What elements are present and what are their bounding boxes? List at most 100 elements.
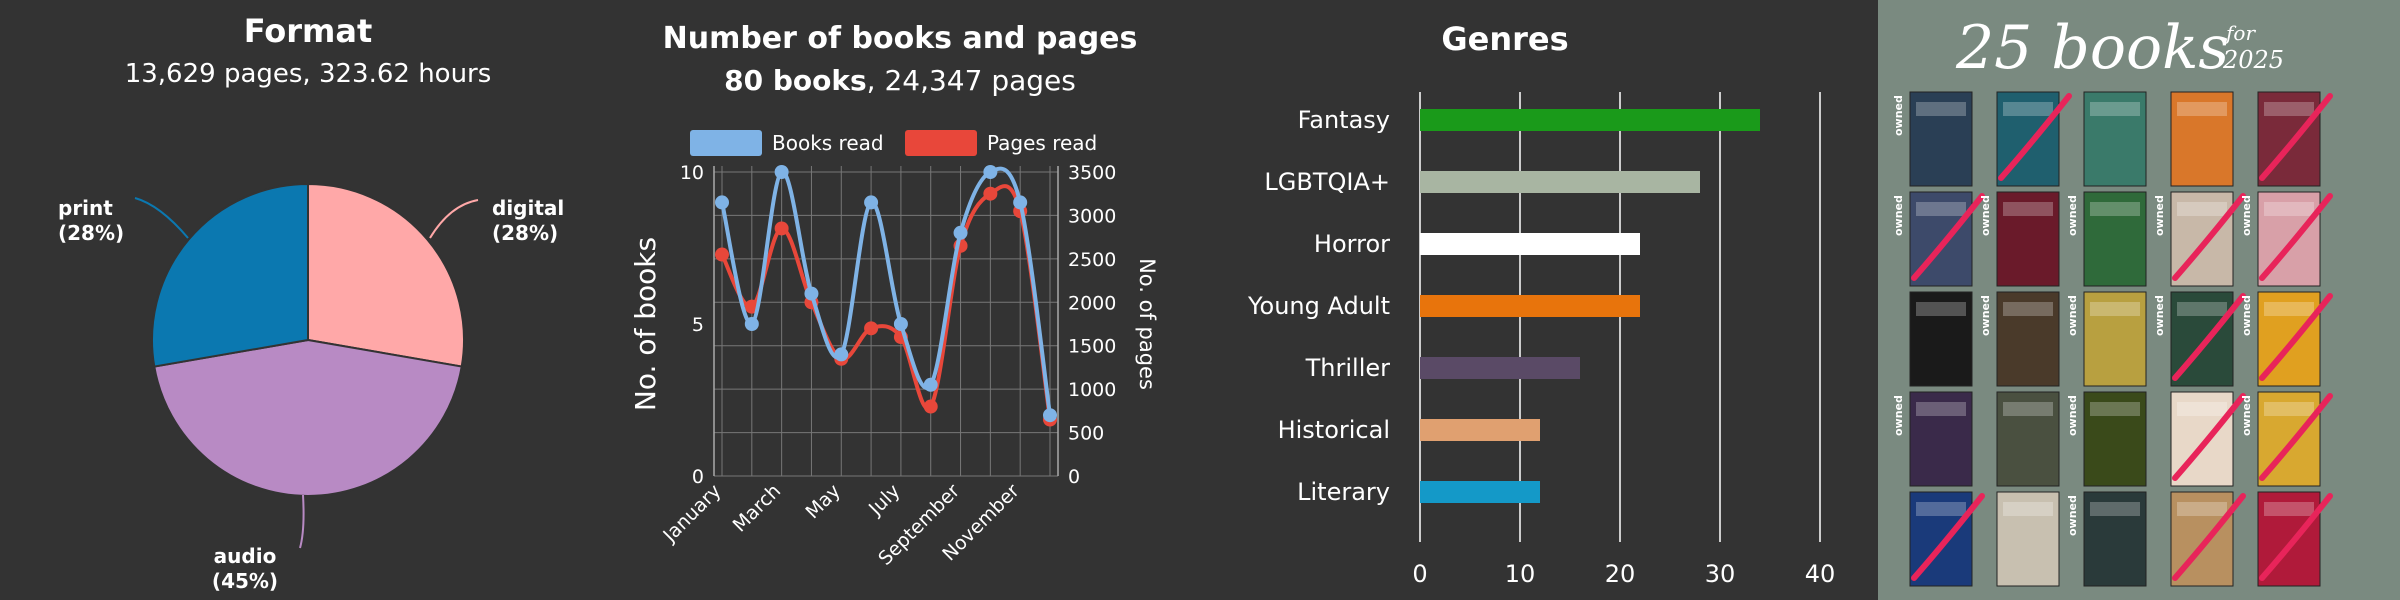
book-cover-title-band [2090,502,2140,516]
book-cover-title-band [2090,202,2140,216]
month-tick-label: July [864,480,904,520]
book-cover-title-band [2003,302,2053,316]
pie-leader-audio [299,494,305,549]
read-check-mark [2172,193,2246,281]
genre-count-tick-label: 0 [1412,560,1427,588]
series-point-books [744,317,759,331]
book-cover-title-band [2003,502,2053,516]
genre-category-label: LGBTQIA+ [1264,168,1390,196]
series-point-pages [715,247,729,262]
pages-tick-label: 0 [1068,466,1080,488]
series-point-books [923,377,938,392]
owned-label: owned [2240,195,2253,236]
read-check-mark [1911,493,1985,581]
book-cover-title-band [2090,402,2140,416]
book-cover-art [1996,491,2060,587]
book-cover: owned [2153,191,2246,287]
read-check-mark [2172,493,2246,581]
series-point-books [864,195,879,210]
format-pie-chart: Format 13,629 pages, 323.62 hours digita… [58,12,564,593]
pages-tick-label: 3000 [1068,205,1116,227]
book-cover-art [2083,91,2147,187]
read-check-mark [2259,393,2333,481]
genre-bar [1420,419,1540,441]
owned-label: owned [2066,495,2079,536]
book-cover-art [2083,191,2147,287]
genre-bar [1420,109,1760,131]
book-cover-collage: 25 books for 2025 owned owned owned owned ow… [1878,0,2400,600]
book-cover-art [2170,91,2234,187]
book-cover-title-band [2177,202,2227,216]
month-tick-label: March [729,480,786,537]
book-cover [2257,491,2333,587]
book-cover-title-band [2264,202,2314,216]
pie-slice-audio [153,338,463,498]
read-check-mark [2259,493,2333,581]
genre-category-label: Thriller [1305,354,1391,382]
book-cover: owned [1892,391,1973,487]
collage-for-label: for [2224,21,2256,45]
pie-leader-digital [429,199,479,239]
owned-label: owned [1892,95,1905,136]
genre-category-label: Fantasy [1298,106,1390,134]
book-cover: owned [2066,191,2147,287]
book-cover: owned [2066,391,2147,487]
genre-category-label: Young Adult [1247,292,1390,320]
book-cover-art [1996,391,2060,487]
book-cover: owned [2153,291,2246,387]
pie-slice-print [151,182,309,368]
owned-label: owned [1892,195,1905,236]
genre-bar [1420,233,1640,255]
books-tick-label: 10 [680,162,704,184]
book-cover [2170,491,2246,587]
books-chart-title: Number of books and pages [663,21,1138,56]
book-cover [1909,491,1985,587]
series-point-books [804,286,819,301]
owned-label: owned [2066,295,2079,336]
pages-tick-label: 1000 [1068,379,1116,401]
owned-label: owned [1979,295,1992,336]
book-cover-title-band [2177,402,2227,416]
book-cover-title-band [2264,102,2314,116]
book-cover-art [1909,291,1973,387]
pie-slice-digital [307,182,465,368]
owned-label: owned [2240,395,2253,436]
book-cover [1996,391,2060,487]
read-check-mark [2259,293,2333,381]
books-tick-label: 5 [692,314,704,336]
pie-label-print: print [58,196,113,220]
series-point-pages [983,186,998,201]
pages-tick-label: 500 [1068,423,1104,445]
pages-tick-label: 3500 [1068,162,1116,184]
book-cover-title-band [2264,402,2314,416]
book-cover: owned [1979,191,2060,287]
book-cover-title-band [2090,302,2140,316]
owned-label: owned [2240,295,2253,336]
book-cover: owned [2240,191,2333,287]
owned-label: owned [1979,195,1992,236]
pie-pct-audio: (45%) [212,569,278,593]
book-cover-title-band [2003,402,2053,416]
book-cover-art [1909,391,1973,487]
book-cover-title-band [1916,102,1966,116]
read-check-mark [2259,193,2333,281]
read-check-mark [2172,393,2246,481]
genre-count-tick-label: 20 [1605,560,1636,588]
book-cover: owned [2066,291,2147,387]
genre-count-tick-label: 40 [1805,560,1836,588]
pages-tick-label: 2000 [1068,292,1116,314]
collage-title: 25 books [1955,13,2229,83]
book-cover [2083,91,2147,187]
book-cover-title-band [1916,502,1966,516]
month-tick-label: May [801,480,844,523]
legend-label-books: Books read [772,131,884,155]
read-check-mark [1911,193,1985,281]
genre-count-tick-label: 30 [1705,560,1736,588]
book-cover-art [2083,291,2147,387]
format-chart-subtitle: 13,629 pages, 323.62 hours [125,59,492,89]
book-cover-title-band [2177,502,2227,516]
series-point-books [983,165,998,179]
books-pages-line-chart: Number of books and pages 80 books, 24,3… [629,21,1159,570]
book-cover [2257,91,2333,187]
book-cover: owned [2240,291,2333,387]
